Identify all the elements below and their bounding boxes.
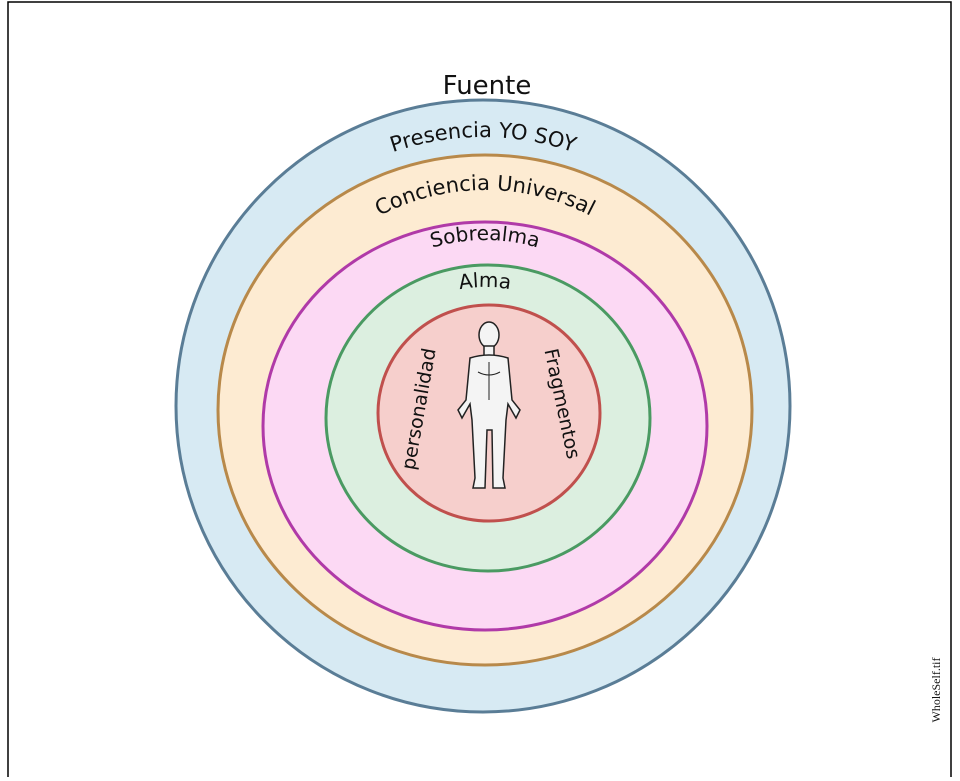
ring-label: Alma: [457, 268, 513, 294]
page: Fuente Presencia YO SOY Conciencia Unive…: [0, 0, 960, 781]
diagram: Fuente Presencia YO SOY Conciencia Unive…: [0, 0, 960, 777]
file-name: WholeSelf.tif: [929, 658, 943, 723]
ring-label-text: Alma: [457, 268, 513, 294]
title: Fuente: [443, 71, 532, 101]
